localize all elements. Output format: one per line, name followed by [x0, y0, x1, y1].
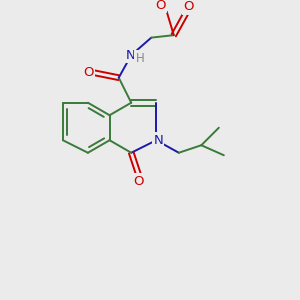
Text: O: O [84, 66, 94, 79]
Text: H: H [136, 52, 144, 64]
Text: O: O [183, 0, 194, 13]
Text: N: N [153, 134, 163, 147]
Text: O: O [134, 175, 144, 188]
Text: N: N [125, 49, 135, 62]
Text: O: O [155, 0, 166, 12]
